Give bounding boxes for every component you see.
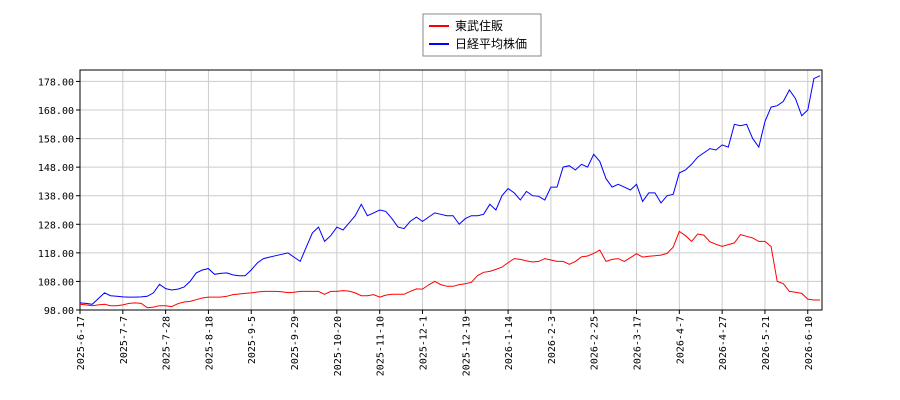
y-tick-label: 178.00 (38, 77, 74, 88)
x-tick-label: 2026-2-3 (547, 316, 558, 364)
x-tick-label: 2026-6-10 (804, 316, 815, 370)
y-tick-label: 108.00 (38, 277, 74, 288)
x-tick-label: 2025-6-17 (76, 316, 87, 370)
x-tick-label: 2025-12-19 (461, 316, 472, 376)
legend-box (422, 13, 542, 57)
y-tick-label: 118.00 (38, 249, 74, 260)
y-tick-label: 138.00 (38, 192, 74, 203)
x-tick-label: 2026-5-21 (761, 316, 772, 370)
y-tick-label: 148.00 (38, 163, 74, 174)
x-tick-label: 2026-4-27 (718, 316, 729, 370)
x-tick-label: 2025-7-7 (119, 316, 130, 364)
x-tick-label: 2025-9-29 (290, 316, 301, 370)
series-line (79, 75, 821, 305)
series-line (79, 230, 820, 309)
legend-label: 日経平均株価 (455, 36, 527, 51)
x-tick-label: 2025-10-20 (333, 316, 344, 376)
plot-area (80, 70, 822, 310)
legend-label: 東武住販 (455, 19, 503, 33)
y-tick-label: 128.00 (38, 220, 74, 231)
x-tick-label: 2025-9-5 (247, 316, 258, 364)
x-tick-label: 2025-8-18 (204, 316, 215, 370)
y-tick-label: 168.00 (38, 106, 74, 117)
x-tick-label: 2026-1-14 (504, 316, 515, 370)
x-tick-label: 2026-3-17 (633, 316, 644, 370)
y-tick-label: 158.00 (38, 135, 74, 146)
x-tick-label: 2025-12-1 (418, 316, 429, 370)
x-tick-label: 2026-4-7 (675, 316, 686, 364)
x-tick-label: 2026-2-25 (590, 316, 601, 370)
x-tick-label: 2025-11-10 (376, 316, 387, 376)
plot-frame (79, 69, 823, 311)
x-tick-label: 2025-7-28 (162, 316, 173, 370)
y-tick-label: 98.00 (44, 306, 74, 317)
